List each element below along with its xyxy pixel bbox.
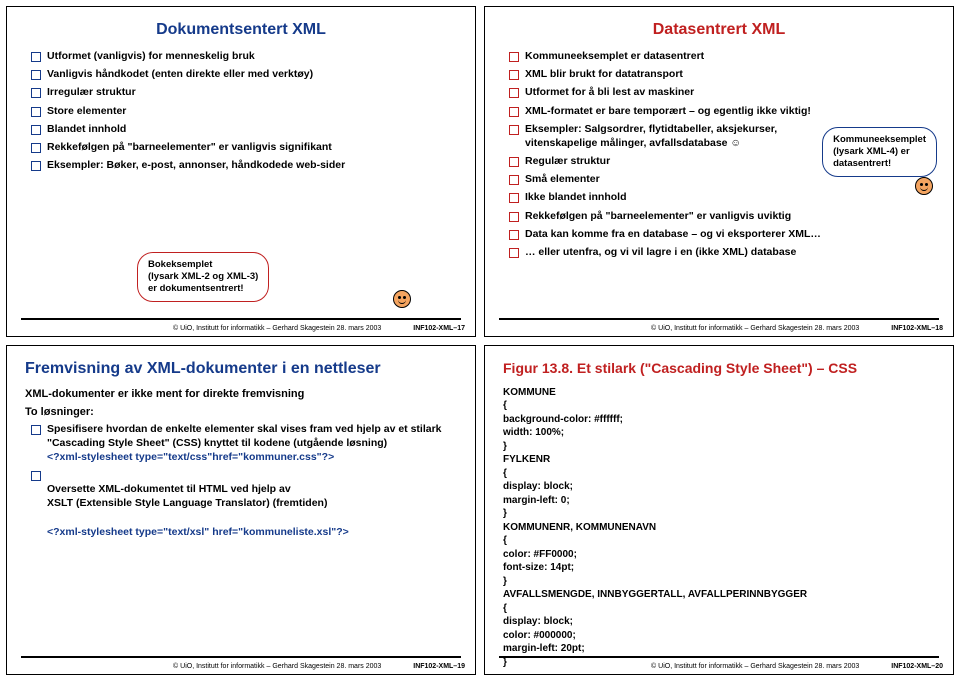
footer-slide-id: INF102-XML–17 (413, 325, 465, 332)
list-item: Eksempler: Salgsordrer, flytidtabeller, … (509, 122, 823, 150)
list-item: Blandet innhold (31, 122, 457, 136)
slide-title: Fremvisning av XML-dokumenter i en nettl… (25, 360, 457, 378)
list-item: Utformet (vanligvis) for menneskelig bru… (31, 49, 457, 63)
list-item: Utformet for å bli lest av maskiner (509, 85, 823, 99)
list-item: Store elementer (31, 104, 457, 118)
callout-box: Bokeksemplet (lysark XML-2 og XML-3) er … (137, 252, 269, 302)
item-text: Spesifisere hvordan de enkelte elementer… (47, 423, 442, 449)
divider (21, 318, 461, 320)
list-item: Rekkefølgen på "barneelementer" er vanli… (31, 140, 457, 154)
list-item: Rekkefølgen på "barneelementer" er vanli… (509, 209, 823, 223)
slide-footer: © UiO, Institutt for informatikk – Gerha… (173, 325, 465, 332)
item-text: Oversette XML-dokumentet til HTML ved hj… (47, 483, 327, 509)
footer-credit: © UiO, Institutt for informatikk – Gerha… (651, 663, 859, 670)
code-text: <?xml-stylesheet type="text/css"href="ko… (47, 451, 334, 463)
face-icon (915, 177, 937, 199)
list-item: … eller utenfra, og vi vil lagre i en (i… (509, 245, 823, 259)
list-item: XML blir brukt for datatransport (509, 67, 823, 81)
sub-heading: XML-dokumenter er ikke ment for direkte … (25, 388, 457, 400)
slide-19: Fremvisning av XML-dokumenter i en nettl… (6, 345, 476, 676)
list-item: Spesifisere hvordan de enkelte elementer… (31, 422, 457, 465)
footer-credit: © UiO, Institutt for informatikk – Gerha… (173, 325, 381, 332)
divider (499, 318, 939, 320)
list-item: Regulær struktur (509, 154, 823, 168)
divider (499, 656, 939, 658)
slide-20: Figur 13.8. Et stilark ("Cascading Style… (484, 345, 954, 676)
slide-footer: © UiO, Institutt for informatikk – Gerha… (173, 663, 465, 670)
slide-18: Datasentrert XML Kommuneeksemplet er dat… (484, 6, 954, 337)
footer-credit: © UiO, Institutt for informatikk – Gerha… (651, 325, 859, 332)
sub-heading: To løsninger: (25, 406, 457, 418)
list-item: Oversette XML-dokumentet til HTML ved hj… (31, 468, 457, 539)
slide-title: Figur 13.8. Et stilark ("Cascading Style… (503, 360, 935, 376)
list-item: Små elementer (509, 172, 823, 186)
slide-footer: © UiO, Institutt for informatikk – Gerha… (651, 663, 943, 670)
list-item: Data kan komme fra en database – og vi e… (509, 227, 823, 241)
face-icon (393, 290, 415, 312)
footer-credit: © UiO, Institutt for informatikk – Gerha… (173, 663, 381, 670)
divider (21, 656, 461, 658)
code-text: <?xml-stylesheet type="text/xsl" href="k… (47, 526, 349, 538)
bullet-list: Utformet (vanligvis) for menneskelig bru… (25, 49, 457, 172)
css-code-block: KOMMUNE { background-color: #ffffff; wid… (503, 386, 935, 670)
bullet-list: Spesifisere hvordan de enkelte elementer… (25, 422, 457, 539)
list-item: XML-formatet er bare temporært – og egen… (509, 104, 823, 118)
list-item: Ikke blandet innhold (509, 190, 823, 204)
callout-box: Kommuneeksemplet (lysark XML-4) er datas… (822, 127, 937, 177)
list-item: Kommuneeksemplet er datasentrert (509, 49, 823, 63)
footer-slide-id: INF102-XML–19 (413, 663, 465, 670)
list-item: Vanligvis håndkodet (enten direkte eller… (31, 67, 457, 81)
slide-title: Datasentrert XML (503, 21, 935, 39)
footer-slide-id: INF102-XML–20 (891, 663, 943, 670)
footer-slide-id: INF102-XML–18 (891, 325, 943, 332)
slide-footer: © UiO, Institutt for informatikk – Gerha… (651, 325, 943, 332)
slide-17: Dokumentsentert XML Utformet (vanligvis)… (6, 6, 476, 337)
list-item: Eksempler: Bøker, e-post, annonser, hånd… (31, 158, 457, 172)
list-item: Irregulær struktur (31, 85, 457, 99)
slide-title: Dokumentsentert XML (25, 21, 457, 39)
bullet-list: Kommuneeksemplet er datasentrert XML bli… (503, 49, 823, 259)
